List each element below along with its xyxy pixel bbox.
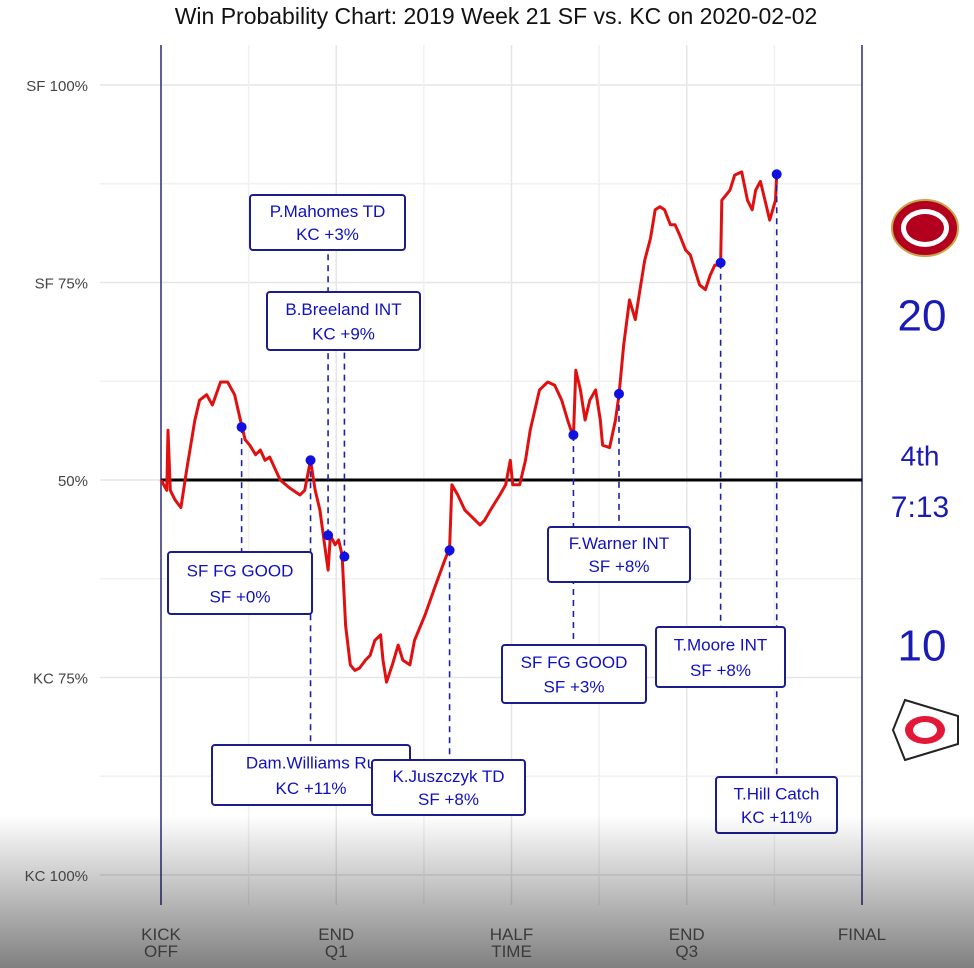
win-probability-line <box>159 170 779 684</box>
annotation-change: SF +0% <box>210 587 271 606</box>
annotation-box <box>655 626 786 688</box>
annotation-box <box>249 194 406 251</box>
annotation-box <box>501 644 647 704</box>
annotation-label: F.Warner INT <box>569 534 669 553</box>
play-dot <box>339 551 350 562</box>
video-shade <box>0 815 974 968</box>
play-dot <box>236 422 247 433</box>
annotation-box <box>167 551 313 615</box>
annotation-label: T.Hill Catch <box>734 784 820 803</box>
annotation-label: Dam.Williams Ru <box>246 754 376 773</box>
annotation-box <box>547 526 691 583</box>
annotation-change: KC +9% <box>312 324 375 343</box>
plot <box>159 170 862 684</box>
kc-score: 10 <box>898 622 947 671</box>
annotation-label: K.Juszczyk TD <box>392 767 504 786</box>
y-tick-label: KC 75% <box>33 670 88 687</box>
play-dot <box>323 530 334 541</box>
annotation-label: B.Breeland INT <box>285 300 401 319</box>
x-tick-label: END Q1 <box>318 925 355 961</box>
annotation-box <box>266 291 421 351</box>
y-tick-label: 50% <box>58 473 88 490</box>
clock: 7:13 <box>891 491 949 524</box>
play-dot <box>305 455 316 466</box>
annotation-change: SF +3% <box>544 677 605 696</box>
x-tick-label: FINAL <box>837 925 887 944</box>
x-tick-label: END Q3 <box>668 925 705 961</box>
x-tick-label: HALF TIME <box>489 925 534 961</box>
annotation-label: P.Mahomes TD <box>270 202 386 221</box>
play-dot <box>568 429 579 440</box>
y-tick-label: SF 75% <box>35 275 88 292</box>
annotations: P.Mahomes TD KC +3% B.Breeland INT KC +9% SF… <box>167 169 838 834</box>
quarter: 4th <box>901 440 940 471</box>
annotation-change: KC +11% <box>275 779 346 798</box>
y-tick-label: SF 100% <box>26 78 88 95</box>
play-dot <box>715 257 726 268</box>
annotation-change: SF +8% <box>690 661 751 680</box>
play-dot <box>444 545 455 556</box>
chart-title: Win Probability Chart: 2019 Week 21 SF v… <box>175 3 818 29</box>
annotation-label: SF FG GOOD <box>187 561 294 580</box>
annotation-change: SF +8% <box>418 790 479 809</box>
annotation-change: SF +8% <box>589 557 650 576</box>
play-dot <box>771 169 782 180</box>
sf-score: 20 <box>898 292 947 341</box>
annotation-change: KC +3% <box>296 225 359 244</box>
kc-logo <box>891 698 959 762</box>
x-tick-label: KICK OFF <box>141 925 181 961</box>
annotation-label: T.Moore INT <box>674 636 768 655</box>
sf-logo <box>891 199 959 257</box>
y-tick-label: KC 100% <box>25 868 88 885</box>
annotation-label: SF FG GOOD <box>521 653 628 672</box>
play-dot <box>613 388 624 399</box>
